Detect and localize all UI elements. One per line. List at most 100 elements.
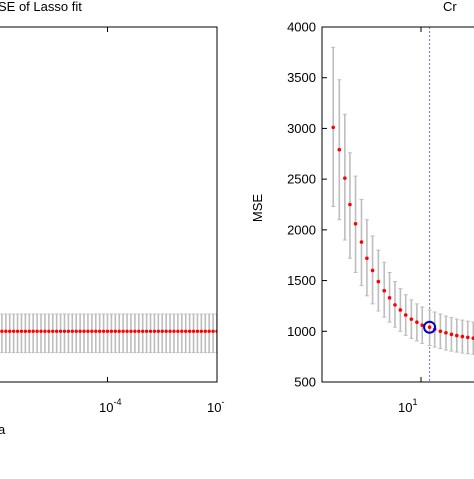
mse-point: [207, 329, 211, 333]
mse-point: [113, 329, 118, 333]
mse-point: [184, 329, 188, 333]
left-panel: SE of Lasso fit 10-4 10- a: [0, 0, 224, 437]
mse-point: [353, 221, 358, 226]
left-errorbars: [0, 313, 217, 354]
left-ticks: [107, 27, 218, 382]
mse-point: [137, 329, 141, 333]
mse-point: [47, 329, 51, 333]
mse-point: [187, 329, 192, 333]
mse-point: [337, 147, 342, 152]
mse-point: [51, 329, 55, 333]
left-xlabel: a: [0, 422, 6, 437]
mse-point: [348, 202, 352, 207]
mse-point: [409, 317, 414, 321]
mse-point: [19, 329, 24, 333]
mse-point: [370, 268, 375, 273]
y-tick-label: 1000: [287, 324, 316, 339]
mse-point: [133, 329, 137, 333]
y-tick-label: 2500: [287, 172, 316, 187]
mse-point: [78, 329, 82, 333]
left-xtick-base: 10: [207, 400, 221, 415]
mse-point: [11, 329, 16, 333]
mse-point: [148, 329, 153, 333]
right-ytick-labels: 500 1000 1500 2000 2500 3000 3500 4000: [287, 20, 316, 390]
min-mse-marker: [423, 320, 437, 334]
right-ylabel: MSE: [250, 194, 265, 223]
mse-point: [70, 329, 75, 333]
mse-point: [97, 329, 102, 333]
mse-point: [471, 336, 474, 340]
mse-point: [54, 329, 59, 333]
mse-point: [376, 279, 381, 284]
mse-point: [160, 329, 164, 333]
y-tick-label: 3500: [287, 70, 316, 85]
mse-point: [211, 329, 215, 333]
mse-point: [195, 329, 200, 333]
left-xtick-label-0: 10-4: [99, 397, 121, 415]
mse-point: [403, 313, 408, 317]
mse-point: [359, 240, 364, 244]
right-ticks: [322, 26, 422, 383]
mse-point: [465, 335, 470, 340]
mse-point: [82, 329, 86, 333]
mse-point: [4, 329, 8, 333]
right-title: Cr: [443, 0, 457, 14]
mse-point: [90, 329, 94, 333]
mse-point: [23, 329, 28, 333]
mse-point: [191, 329, 196, 333]
mse-point: [15, 329, 20, 333]
left-points: [0, 329, 217, 333]
right-points: [331, 125, 474, 340]
mse-point: [393, 303, 397, 307]
mse-point: [66, 329, 71, 333]
mse-point: [144, 329, 149, 333]
mse-point: [125, 329, 129, 333]
mse-point: [172, 329, 176, 333]
right-xtick-label-0: 101: [398, 397, 417, 415]
mse-point: [152, 329, 157, 333]
y-tick-label: 1500: [287, 273, 316, 288]
left-title: SE of Lasso fit: [0, 0, 82, 14]
right-panel: Cr 500 1000 1500 2000 2500 3000 3500 4000 101 M…: [250, 0, 474, 415]
mse-point: [105, 329, 110, 333]
mse-point: [164, 329, 168, 333]
y-tick-label: 500: [294, 375, 316, 390]
mse-point: [438, 329, 443, 334]
mse-point: [94, 329, 98, 333]
mse-point: [331, 125, 336, 130]
mse-point: [420, 323, 425, 328]
mse-point: [387, 296, 392, 300]
left-xtick-exp: -: [221, 397, 224, 407]
mse-point: [156, 329, 161, 333]
left-xtick-base: 10: [99, 400, 113, 415]
mse-point: [58, 329, 63, 333]
mse-point: [101, 329, 106, 333]
mse-point: [109, 329, 114, 333]
mse-point: [43, 329, 47, 333]
mse-point: [168, 329, 172, 333]
right-xtick-exp: 1: [412, 397, 417, 407]
mse-point: [8, 329, 12, 333]
mse-point: [415, 320, 419, 324]
mse-point: [0, 329, 4, 333]
right-errorbars: [331, 46, 474, 355]
mse-point: [176, 329, 180, 333]
left-xtick-label-1: 10-: [207, 397, 224, 415]
mse-point: [35, 329, 39, 333]
mse-point: [117, 329, 121, 333]
mse-point: [31, 329, 35, 333]
mse-point: [140, 329, 145, 333]
mse-point: [427, 325, 432, 330]
mse-point: [180, 329, 184, 333]
mse-point: [449, 332, 454, 337]
mse-point: [398, 308, 403, 312]
mse-point: [365, 256, 369, 261]
mse-point: [121, 329, 125, 333]
mse-point: [382, 288, 387, 293]
left-xtick-exp: -4: [113, 397, 121, 407]
mse-point: [203, 329, 207, 333]
right-xtick-base: 10: [398, 400, 412, 415]
right-axes-box: [321, 26, 474, 383]
